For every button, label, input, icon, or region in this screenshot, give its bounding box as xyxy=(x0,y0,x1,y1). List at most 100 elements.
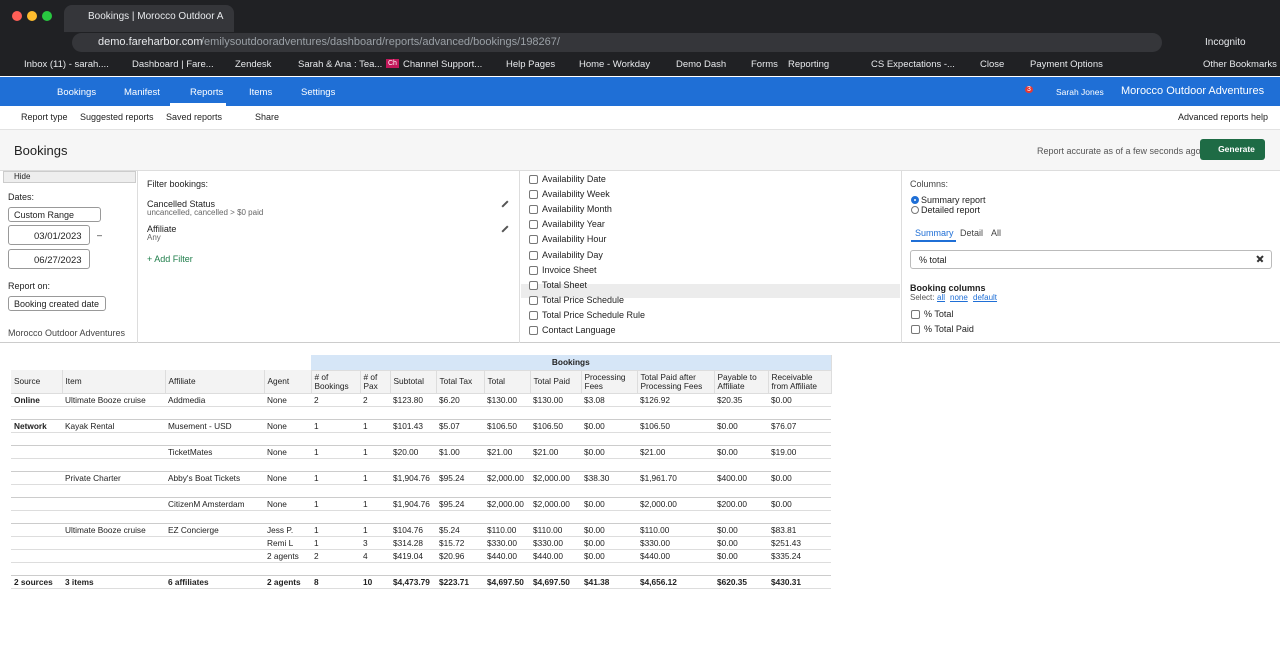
generate-button[interactable]: Generate xyxy=(1200,139,1265,160)
checkbox[interactable] xyxy=(911,310,920,319)
toolbar-item[interactable]: Share xyxy=(255,112,280,122)
bookmark[interactable]: Sarah & Ana : Tea... xyxy=(298,59,383,70)
table-cell: 1 xyxy=(360,445,390,459)
table-cell: $0.00 xyxy=(768,393,832,407)
checkbox[interactable] xyxy=(529,295,538,305)
checkbox[interactable] xyxy=(529,175,538,184)
table-cell: $106.50 xyxy=(484,419,530,433)
column-option[interactable]: % Total Paid xyxy=(924,324,974,334)
table-cell: CitizenM Amsterdam xyxy=(165,497,264,511)
table-cell: $126.92 xyxy=(637,393,714,407)
bookmark[interactable]: Home - Workday xyxy=(579,59,651,70)
checkbox[interactable] xyxy=(529,265,538,275)
report-table: Bookings Source Item Affiliate Agent # of Boo… xyxy=(11,355,832,589)
tab[interactable]: All xyxy=(991,228,1002,238)
table-cell: 2 sources xyxy=(11,575,62,589)
add-filter[interactable]: + Add Filter xyxy=(147,254,193,264)
bookmark[interactable]: Dashboard | Fare... xyxy=(132,59,214,70)
select[interactable]: Booking created date xyxy=(8,296,106,311)
column-header: Item xyxy=(62,370,166,394)
traffic-light[interactable] xyxy=(42,11,52,21)
bookmark[interactable]: Other Bookmarks xyxy=(1203,59,1277,70)
date-input[interactable]: 03/01/2023 xyxy=(8,225,90,245)
field-option[interactable]: Availability Year xyxy=(542,219,605,230)
filter-name[interactable]: Affiliate xyxy=(147,224,177,234)
checkbox[interactable] xyxy=(529,250,538,260)
field-option[interactable]: Availability Day xyxy=(542,249,603,260)
select[interactable]: Custom Range xyxy=(8,207,101,222)
bookmark[interactable]: CS Expectations -... xyxy=(871,59,955,70)
traffic-light[interactable] xyxy=(27,11,37,21)
field-option[interactable]: Availability Week xyxy=(542,189,610,200)
radio-label[interactable]: Summary report xyxy=(921,195,986,205)
table-cell: $0.00 xyxy=(581,445,637,459)
table-cell: $330.00 xyxy=(530,536,581,550)
tab[interactable]: Detail xyxy=(960,228,984,238)
user-menu[interactable]: Sarah Jones xyxy=(1056,87,1104,97)
field-option[interactable]: Availability Month xyxy=(542,204,612,215)
table-cell: $4,473.79 xyxy=(390,575,436,589)
bookmark[interactable]: Reporting xyxy=(788,59,830,70)
tab[interactable]: Summary xyxy=(915,228,954,238)
nav-item[interactable]: Items xyxy=(249,87,273,98)
active-tab[interactable] xyxy=(64,5,234,32)
checkbox[interactable] xyxy=(529,326,538,335)
field-option[interactable]: Availability Date xyxy=(542,174,606,184)
nav-item[interactable]: Settings xyxy=(301,87,336,98)
table-cell: $1,904.76 xyxy=(390,471,436,485)
bookmark[interactable]: Channel Support... xyxy=(403,59,483,70)
field-option[interactable]: Availability Hour xyxy=(542,234,607,245)
select-link[interactable]: default xyxy=(973,293,998,302)
bookmark[interactable]: Inbox (11) - sarah.... xyxy=(24,59,109,70)
bookmark[interactable]: Help Pages xyxy=(506,59,556,70)
checkbox[interactable] xyxy=(529,220,538,230)
bookmark[interactable]: Demo Dash xyxy=(676,59,727,70)
checkbox[interactable] xyxy=(911,325,920,334)
checkbox[interactable] xyxy=(529,190,538,200)
checkbox[interactable] xyxy=(529,280,538,290)
table-cell: $4,697.50 xyxy=(484,575,530,589)
hide-toggle[interactable]: Hide xyxy=(3,171,136,183)
label: Columns: xyxy=(910,179,949,189)
company-menu[interactable]: Morocco Outdoor Adventures xyxy=(1121,85,1265,97)
table-cell: Online xyxy=(11,393,62,407)
table-cell xyxy=(62,549,165,563)
toolbar-item[interactable]: Report type xyxy=(21,112,68,122)
nav-item[interactable]: Reports xyxy=(190,87,224,98)
checkbox[interactable] xyxy=(529,310,538,320)
bookmark[interactable]: Forms xyxy=(751,59,778,70)
column-header: Total xyxy=(484,370,531,394)
field-option[interactable]: Total Sheet xyxy=(542,279,588,290)
table-cell: $41.38 xyxy=(581,575,637,589)
checkbox[interactable] xyxy=(529,235,538,245)
filter-name[interactable]: Cancelled Status xyxy=(147,199,216,209)
nav-item[interactable]: Bookings xyxy=(57,87,97,98)
field-option[interactable]: Total Price Schedule xyxy=(542,294,625,305)
field-option[interactable]: Total Price Schedule Rule xyxy=(542,309,646,320)
address-bar[interactable] xyxy=(72,33,1162,52)
table-cell: $2,000.00 xyxy=(637,497,714,511)
radio-label[interactable]: Detailed report xyxy=(921,205,981,215)
nav-item[interactable]: Manifest xyxy=(124,87,160,98)
traffic-light[interactable] xyxy=(12,11,22,21)
select-link[interactable]: none xyxy=(950,293,968,302)
bookmark[interactable]: Zendesk xyxy=(235,59,272,70)
radio[interactable] xyxy=(911,196,919,204)
table-cell: 3 items xyxy=(62,575,165,589)
field-option[interactable]: Contact Language xyxy=(542,325,616,335)
checkbox[interactable] xyxy=(529,205,538,215)
select-link[interactable]: all xyxy=(937,293,946,302)
bookmark[interactable]: Payment Options xyxy=(1030,59,1103,70)
bookmark[interactable]: Close xyxy=(980,59,1005,70)
help-link[interactable]: Advanced reports help xyxy=(1178,112,1269,122)
table-cell: 10 xyxy=(360,575,390,589)
column-option[interactable]: % Total xyxy=(924,309,954,319)
search-box[interactable]: % total xyxy=(910,250,1272,269)
field-option[interactable]: Invoice Sheet xyxy=(542,264,597,275)
toolbar-item[interactable]: Saved reports xyxy=(166,112,223,122)
date-input[interactable]: 06/27/2023 xyxy=(8,249,90,269)
radio[interactable] xyxy=(911,206,919,214)
toolbar-item[interactable]: Suggested reports xyxy=(80,112,154,122)
table-cell: $106.50 xyxy=(637,419,714,433)
